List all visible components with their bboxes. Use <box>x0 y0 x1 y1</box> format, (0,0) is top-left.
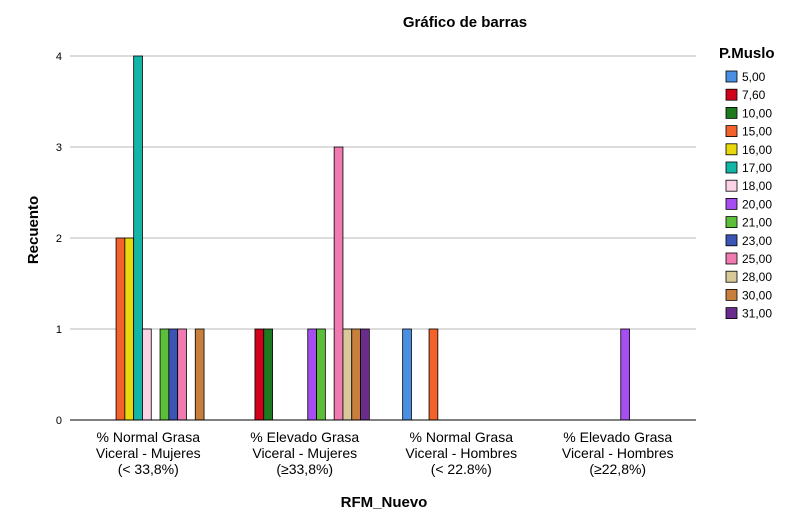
legend-label: 31,00 <box>742 307 772 321</box>
x-category-label: (< 22.8%) <box>431 461 492 477</box>
legend-swatch <box>725 234 738 247</box>
x-category-label: (≥33,8%) <box>276 461 333 477</box>
bar <box>263 328 273 421</box>
legend-swatch <box>725 161 738 174</box>
y-tick-label: 4 <box>56 51 62 63</box>
x-category-label: Viceral - Hombres <box>405 445 517 461</box>
bar <box>316 328 326 421</box>
legend-label: 25,00 <box>742 252 772 266</box>
legend-swatch <box>725 197 738 210</box>
bar <box>254 328 265 421</box>
x-axis-title: RFM_Nuevo <box>341 494 428 511</box>
y-tick-label: 0 <box>56 415 62 427</box>
bar <box>307 328 317 421</box>
legend-swatch <box>725 70 738 83</box>
bar <box>142 328 152 421</box>
legend-label: 20,00 <box>742 197 772 211</box>
y-tick-label: 3 <box>56 142 62 154</box>
bar <box>351 328 361 421</box>
y-axis-title: Recuento <box>25 196 42 264</box>
legend-label: 18,00 <box>742 179 772 193</box>
x-category-label: Viceral - Mujeres <box>252 445 357 461</box>
x-category-label: Viceral - Hombres <box>562 445 674 461</box>
y-axis-ticks: 0 1 2 3 4 <box>56 51 62 427</box>
legend-swatch <box>725 252 738 265</box>
x-category-label: (< 33,8%) <box>118 461 179 477</box>
legend-swatch <box>725 307 738 320</box>
x-category-label: % Elevado Grasa <box>563 429 672 445</box>
x-category-label: Viceral - Mujeres <box>96 445 201 461</box>
legend-swatch <box>725 143 738 156</box>
legend-swatch <box>725 179 738 192</box>
x-category-label: % Normal Grasa <box>97 429 201 445</box>
bar <box>342 328 353 421</box>
legend: 5,00 7,60 10,00 15,00 16,00 17,00 18,00 20,00 21… <box>725 70 772 321</box>
legend-label: 17,00 <box>742 161 772 175</box>
legend-swatch <box>725 216 738 229</box>
bar <box>428 328 439 421</box>
bar <box>133 55 143 421</box>
bar <box>124 237 135 421</box>
legend-label: 7,60 <box>742 88 766 102</box>
legend-title: P.Muslo <box>719 45 775 62</box>
bar <box>177 328 187 421</box>
bar <box>168 328 179 421</box>
bar <box>402 328 412 421</box>
legend-label: 5,00 <box>742 70 766 84</box>
legend-label: 10,00 <box>742 106 772 120</box>
bars <box>115 55 630 421</box>
legend-label: 28,00 <box>742 270 772 284</box>
x-category-label: (≥22,8%) <box>589 461 646 477</box>
legend-label: 21,00 <box>742 216 772 230</box>
legend-swatch <box>725 270 738 283</box>
legend-swatch <box>725 288 738 301</box>
bar <box>620 328 630 421</box>
chart-title: Gráfico de barras <box>403 14 527 31</box>
y-tick-label: 1 <box>56 324 62 336</box>
x-category-label: % Normal Grasa <box>410 429 514 445</box>
x-category-label: % Elevado Grasa <box>250 429 359 445</box>
legend-swatch <box>725 107 738 119</box>
y-tick-label: 2 <box>56 233 62 245</box>
legend-swatch <box>725 88 738 101</box>
legend-label: 15,00 <box>742 125 772 139</box>
legend-label: 23,00 <box>742 234 772 248</box>
bar <box>360 328 370 421</box>
legend-label: 30,00 <box>742 288 772 302</box>
bar <box>194 328 205 421</box>
legend-label: 16,00 <box>742 143 772 157</box>
bar <box>159 328 170 421</box>
bar <box>333 146 344 421</box>
legend-swatch <box>725 125 738 137</box>
gridlines <box>70 55 696 330</box>
bar <box>115 237 126 421</box>
